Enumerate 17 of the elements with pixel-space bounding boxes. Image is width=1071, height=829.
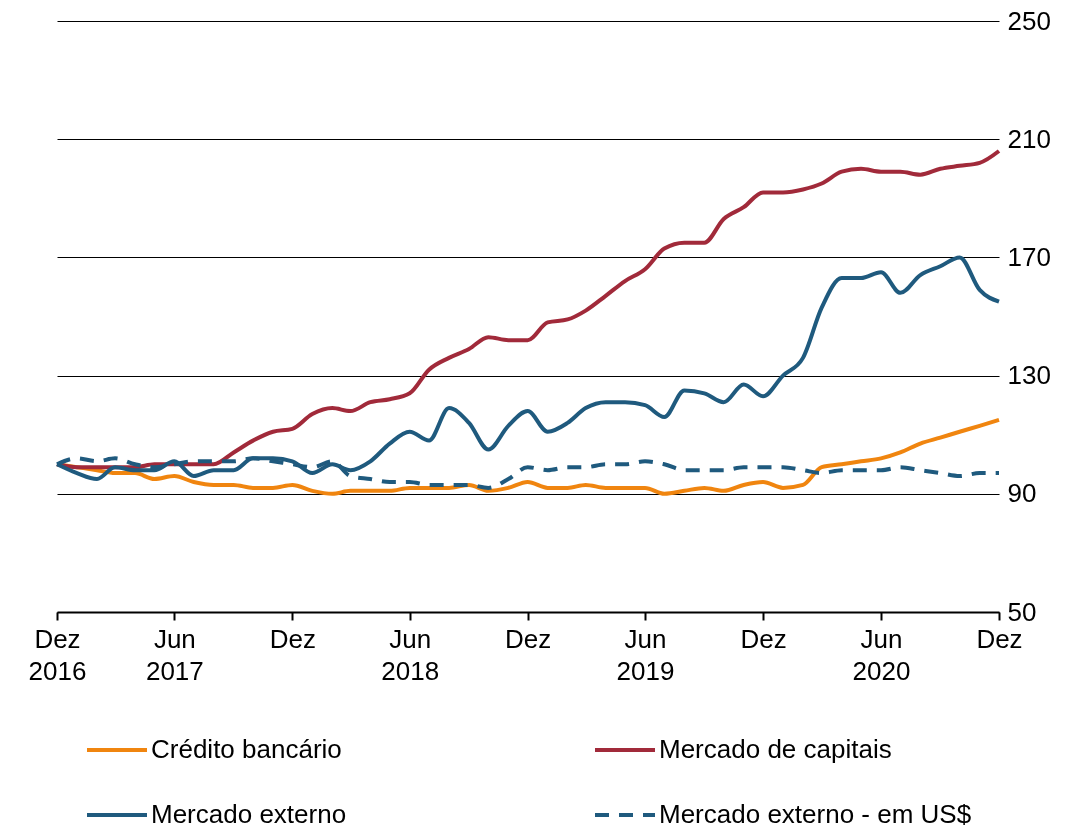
x-tick-label: Jun 2019	[616, 623, 675, 686]
legend-label: Crédito bancário	[151, 734, 342, 764]
x-tick-label: Dez	[269, 623, 316, 654]
y-tick-label: 130	[1007, 360, 1051, 391]
legend-label: Mercado externo - em US$	[659, 799, 972, 829]
x-tick-label: Dez 2016	[28, 623, 87, 686]
y-tick-label: 90	[1007, 478, 1037, 509]
legend-label: Mercado de capitais	[659, 734, 892, 764]
x-tick-label: Jun 2020	[852, 623, 911, 686]
legend-label: Mercado externo	[151, 799, 347, 829]
y-tick-label: 250	[1007, 5, 1051, 36]
x-tick-label: Jun 2018	[381, 623, 440, 686]
y-tick-label: 170	[1007, 241, 1051, 272]
x-tick-label: Dez	[505, 623, 552, 654]
x-tick-label: Jun 2017	[145, 623, 204, 686]
y-tick-label: 210	[1007, 123, 1051, 154]
x-tick-label: Dez	[740, 623, 787, 654]
